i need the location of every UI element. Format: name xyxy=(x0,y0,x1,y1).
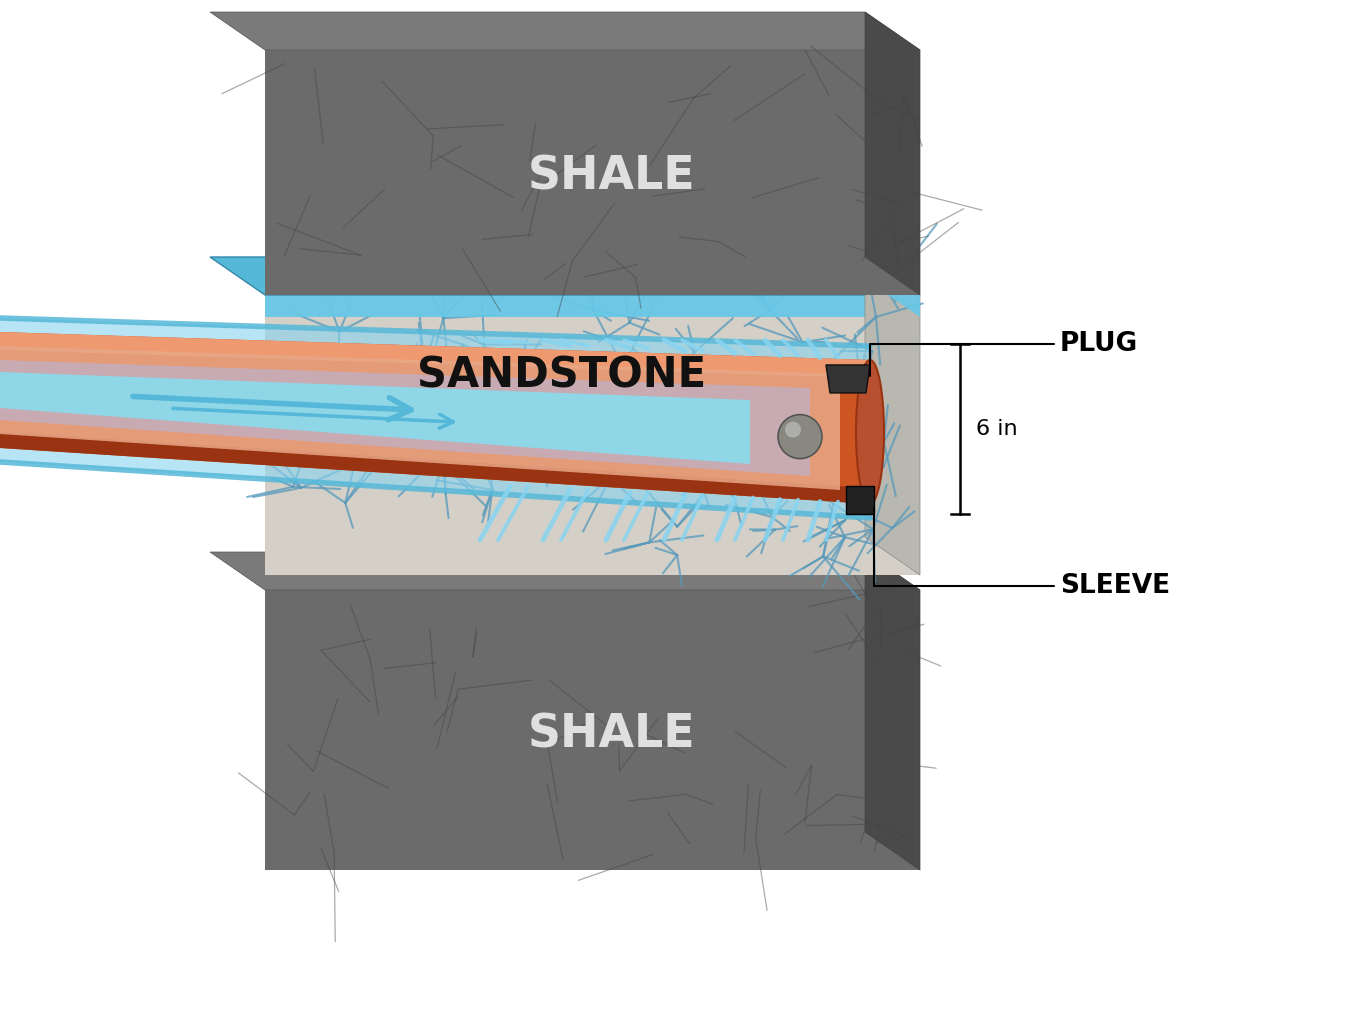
Circle shape xyxy=(786,422,800,438)
Polygon shape xyxy=(210,552,919,590)
Text: PLUG: PLUG xyxy=(869,331,1138,376)
Polygon shape xyxy=(210,12,919,50)
Text: SHALE: SHALE xyxy=(529,712,696,758)
Polygon shape xyxy=(0,346,840,490)
Polygon shape xyxy=(265,590,919,870)
Polygon shape xyxy=(0,372,750,464)
Polygon shape xyxy=(826,365,869,393)
Polygon shape xyxy=(265,50,919,295)
Polygon shape xyxy=(0,332,869,378)
Polygon shape xyxy=(846,485,873,514)
Polygon shape xyxy=(210,257,919,295)
Polygon shape xyxy=(865,257,919,575)
Ellipse shape xyxy=(856,360,884,504)
Polygon shape xyxy=(265,295,919,317)
Text: 6 in: 6 in xyxy=(976,419,1018,439)
Polygon shape xyxy=(865,257,919,317)
Polygon shape xyxy=(265,295,919,575)
Polygon shape xyxy=(0,332,869,504)
Polygon shape xyxy=(0,360,810,476)
Text: SLEEVE: SLEEVE xyxy=(873,509,1169,598)
Circle shape xyxy=(777,415,822,459)
Polygon shape xyxy=(0,432,869,504)
Polygon shape xyxy=(865,12,919,295)
Polygon shape xyxy=(865,552,919,870)
Polygon shape xyxy=(0,318,869,518)
Text: SHALE: SHALE xyxy=(529,154,696,200)
Text: SANDSTONE: SANDSTONE xyxy=(418,354,707,396)
